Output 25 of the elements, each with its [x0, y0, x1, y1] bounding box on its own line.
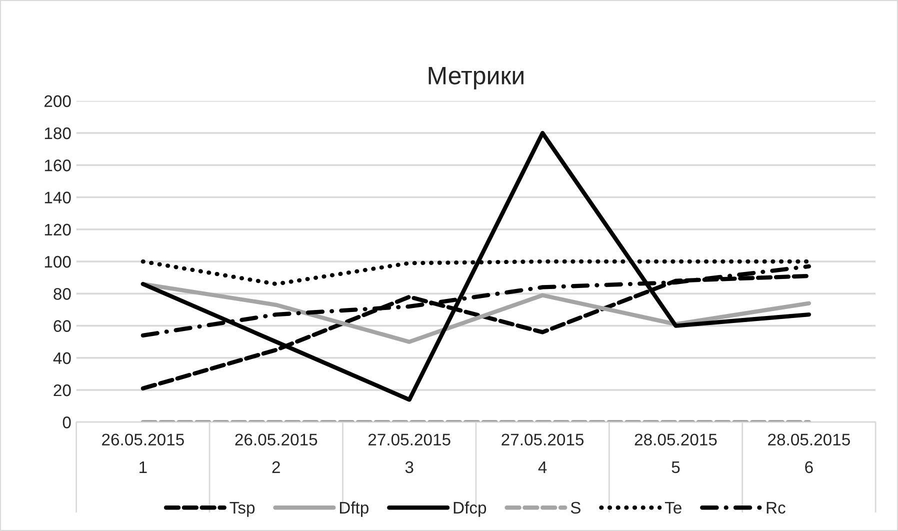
y-tick-label: 60	[54, 320, 71, 332]
legend-label: Te	[664, 502, 682, 514]
legend-label: Dfcp	[454, 501, 486, 517]
y-tick-label: 80	[54, 288, 71, 300]
x-tick-label: 28.05.2015 6	[768, 434, 850, 474]
x-tick-label: 26.05.2015 1	[102, 434, 184, 473]
y-tick-label: 120	[44, 224, 71, 236]
legend-label: Tsp	[230, 502, 255, 517]
legend-label: Dftp	[340, 501, 368, 517]
y-tick-label: 20	[54, 384, 71, 396]
x-tick-label: 27.05.2015 4	[502, 434, 584, 473]
y-tick-label: 140	[44, 192, 71, 204]
line-series	[140, 130, 812, 402]
x-tick-label: 27.05.2015 3	[368, 434, 450, 474]
y-tick-label: 40	[53, 352, 71, 364]
y-tick-label: 160	[44, 160, 71, 172]
y-tick-label: 0	[62, 416, 71, 428]
chart-title: Метрики	[428, 67, 524, 90]
x-tick-label: 28.05.2015 5	[634, 434, 717, 474]
legend-label: Rc	[766, 502, 786, 514]
x-tick-label: 26.05.2015 2	[235, 434, 318, 473]
legend-label: S	[570, 502, 580, 514]
y-tick-label: 100	[44, 256, 71, 268]
y-tick-label: 200	[44, 95, 71, 108]
y-tick-label: 180	[44, 127, 71, 140]
